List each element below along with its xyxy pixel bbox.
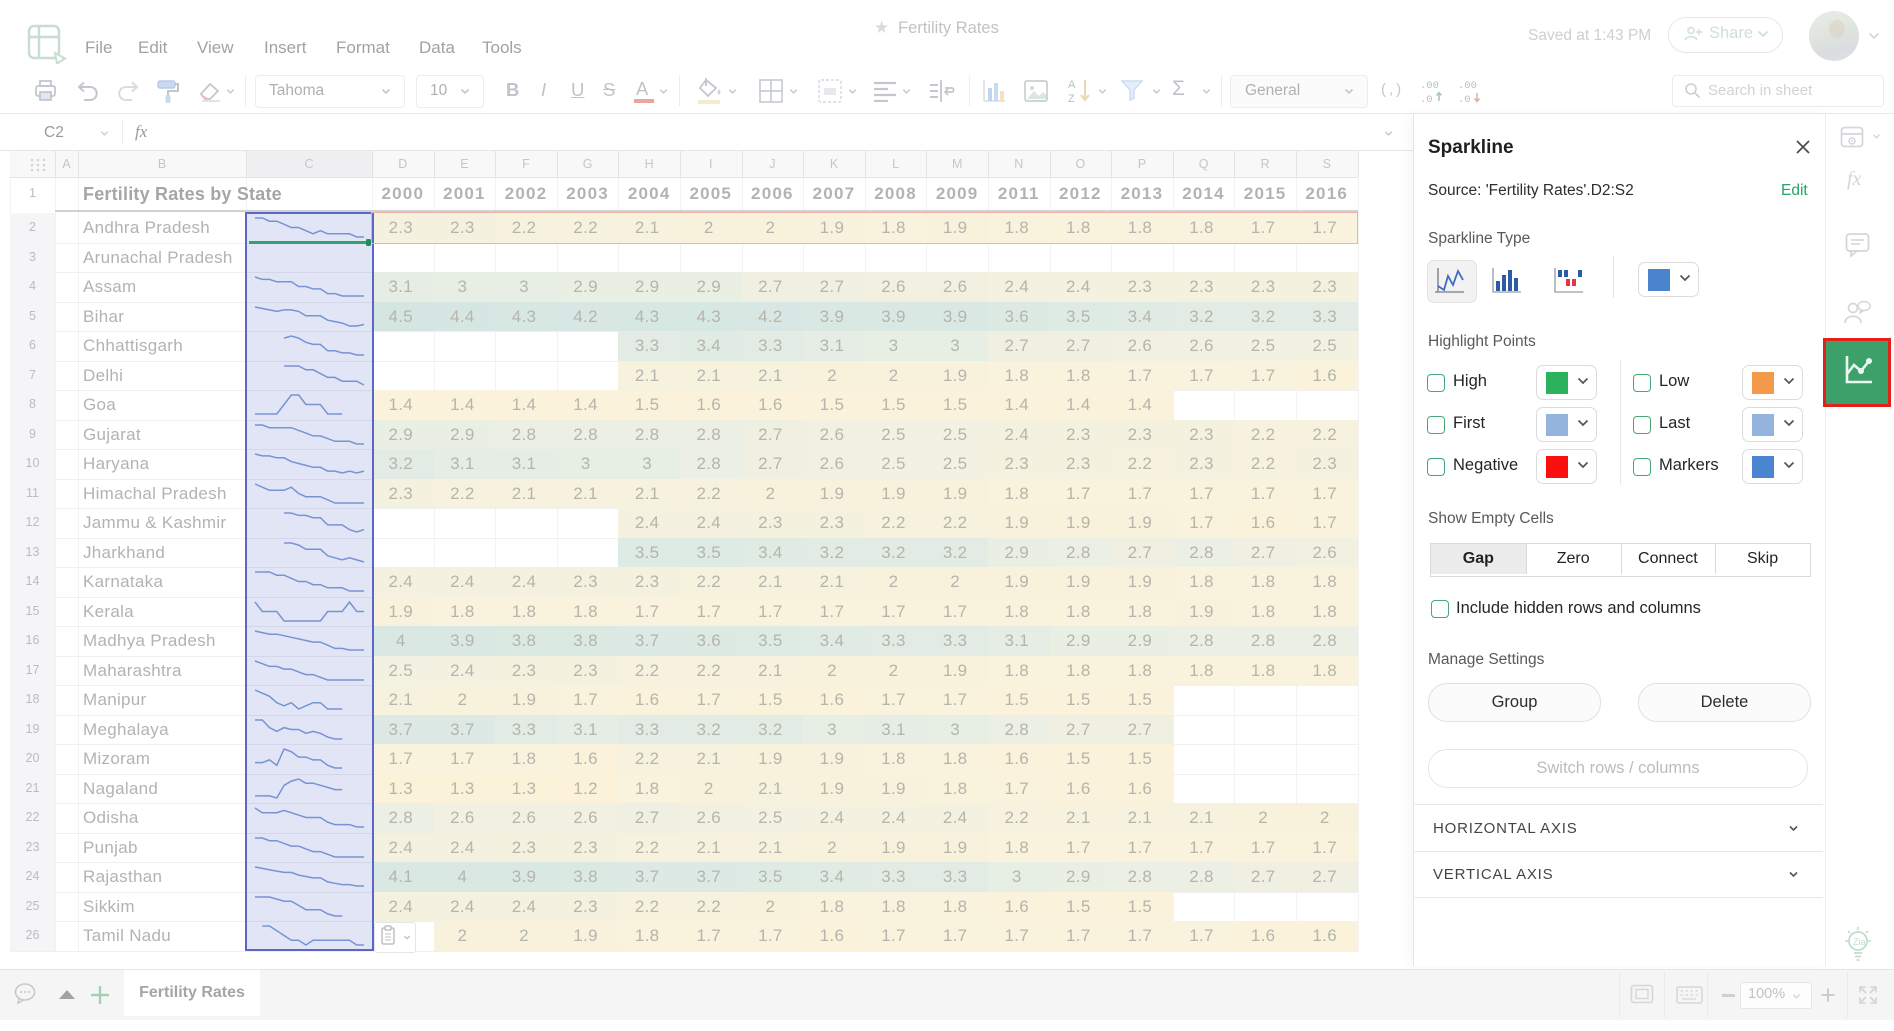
svg-text:.00: .00: [1458, 80, 1477, 92]
svg-text:.0: .0: [1458, 94, 1471, 104]
svg-text:.00: .00: [1420, 80, 1439, 92]
svg-text:A: A: [1068, 79, 1076, 91]
svg-text:Z: Z: [1068, 93, 1075, 105]
svg-text:.0: .0: [1420, 94, 1433, 104]
svg-text:Zia: Zia: [1853, 937, 1866, 947]
